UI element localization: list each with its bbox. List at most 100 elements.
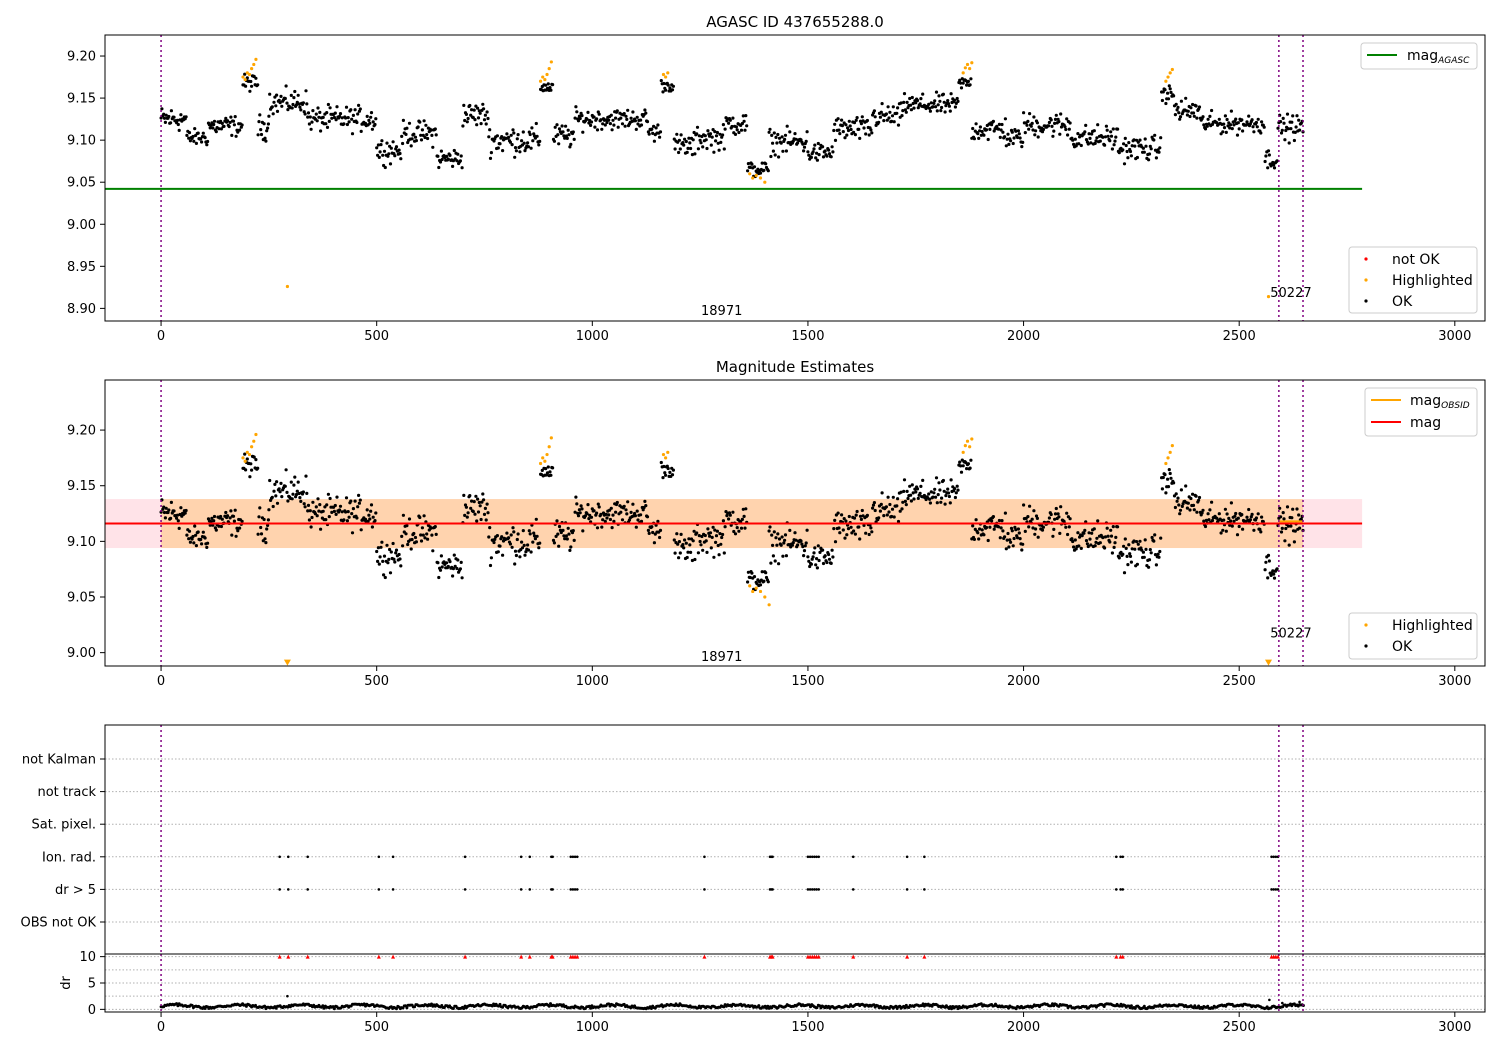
ok-point [780, 535, 784, 539]
ok-point [714, 534, 719, 538]
ok-point [827, 148, 831, 152]
ok-point [969, 458, 973, 462]
ok-point [990, 519, 994, 523]
ok-point [333, 111, 337, 115]
ok-point [848, 124, 852, 128]
ok-point [1112, 143, 1116, 147]
ok-point [687, 537, 691, 541]
ok-point [625, 512, 629, 516]
ok-point [388, 547, 392, 552]
ok-point [858, 119, 863, 123]
ok-point [992, 527, 996, 531]
dr-point [263, 1004, 267, 1008]
ok-point [746, 169, 750, 173]
ok-point [1110, 551, 1114, 555]
ok-point [1047, 124, 1051, 128]
ok-point [505, 531, 509, 535]
ok-point [888, 502, 892, 507]
ok-point [629, 510, 633, 514]
ok-point [921, 478, 925, 482]
ok-point [1032, 509, 1036, 513]
ok-point [1264, 154, 1268, 158]
ok-point [673, 551, 677, 555]
ok-point [338, 114, 342, 118]
ok-point [358, 498, 362, 502]
ok-point [842, 517, 846, 521]
ok-point [1128, 552, 1132, 556]
x-tick-label: 1500 [791, 674, 824, 689]
ok-point [483, 113, 487, 117]
dr-point [1014, 1007, 1018, 1011]
ok-point [1129, 154, 1133, 158]
ok-point [880, 491, 884, 495]
ok-point [971, 524, 975, 528]
ok-point [1153, 533, 1157, 537]
ok-point [580, 114, 584, 118]
ok-point [563, 136, 567, 140]
ok-point [1071, 138, 1075, 142]
ok-point [1153, 133, 1157, 137]
ok-point [412, 132, 416, 136]
ok-point [713, 130, 717, 134]
highlighted-point [751, 589, 755, 594]
ok-point [458, 567, 462, 571]
ok-point [264, 139, 268, 143]
ok-point [899, 490, 903, 494]
ok-point [620, 122, 625, 126]
ok-point [643, 499, 647, 503]
ok-point [487, 535, 491, 539]
ok-point [274, 104, 278, 108]
ok-point [552, 541, 557, 545]
ok-point [1068, 121, 1072, 125]
ok-point [696, 551, 701, 555]
ok-point [1023, 131, 1027, 135]
ok-point [1284, 526, 1288, 531]
ok-point [821, 155, 826, 159]
flag-point [463, 855, 467, 859]
ok-point [612, 519, 616, 524]
ok-point [1202, 123, 1206, 127]
ok-point [535, 534, 539, 538]
ok-point [1283, 539, 1287, 543]
ok-point [1142, 555, 1146, 559]
ok-point [823, 554, 827, 558]
ok-point [353, 108, 357, 112]
ok-point [370, 525, 374, 529]
ok-point [1028, 112, 1032, 116]
panel4-dr-points [159, 954, 1305, 1011]
dr-point [190, 1003, 194, 1007]
ok-point [1088, 136, 1092, 140]
ok-point [832, 128, 836, 133]
flag-point [463, 888, 467, 891]
ok-point [915, 98, 920, 103]
ok-point [488, 128, 492, 132]
ok-point [918, 102, 922, 106]
flag-point [519, 855, 523, 859]
ok-point [852, 529, 856, 533]
ok-point [291, 102, 295, 107]
dr-point [894, 1004, 898, 1008]
ok-point [512, 131, 516, 135]
ok-point [1018, 136, 1022, 140]
highlighted-point [763, 180, 767, 184]
ok-point [1225, 512, 1229, 516]
ok-point [219, 127, 223, 131]
ok-point [1073, 538, 1077, 542]
ok-point [557, 142, 561, 146]
ok-point [1033, 532, 1037, 536]
ok-point [1009, 540, 1013, 544]
y-tick-label: 10 [79, 950, 96, 965]
ok-point [581, 529, 585, 533]
ok-point [1084, 138, 1089, 142]
ok-point [685, 555, 689, 560]
dr-capped-marker [851, 954, 856, 959]
ok-point [916, 106, 920, 110]
ok-point [730, 124, 734, 129]
highlighted-point [250, 67, 254, 71]
ok-point [1089, 141, 1093, 145]
ok-point [423, 135, 427, 140]
ok-point [825, 560, 829, 565]
ok-point [203, 136, 207, 140]
ok-point [933, 487, 937, 491]
ok-point [238, 526, 242, 530]
